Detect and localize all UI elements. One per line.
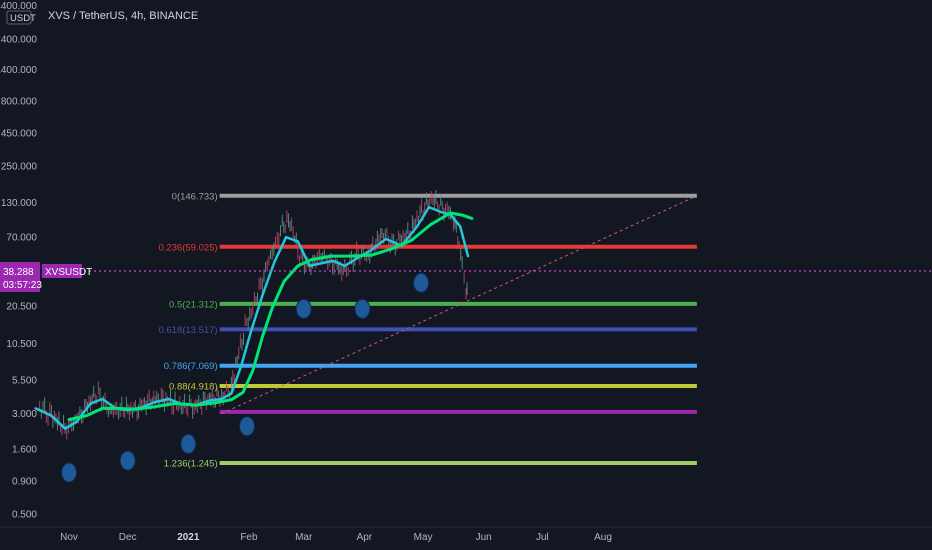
y-tick-label: 5.500 (12, 375, 37, 386)
x-tick-label: Aug (594, 532, 612, 543)
y-tick-label: 0.900 (12, 477, 37, 488)
currency-badge-label: USDT (10, 13, 36, 24)
signal-marker (295, 298, 312, 319)
fib-level-label: 0.786(7.069) (164, 361, 218, 372)
y-tick-label: 3.000 (12, 409, 37, 420)
fib-levels[interactable]: 0(146.733) 0.236(59.025) 0.5(21.312) 0.618(… (158, 191, 697, 469)
price-tag-box (0, 262, 40, 292)
x-tick-label: Jul (536, 532, 549, 543)
y-tick-label: 70.000 (6, 233, 37, 244)
price-tag-price: 38.288 (3, 267, 34, 278)
x-tick-label: Apr (357, 532, 373, 543)
price-tag-countdown: 03:57:23 (3, 280, 42, 291)
y-tick-label: 1400.000 (0, 65, 37, 76)
y-tick-label: 4400.000 (0, 1, 37, 12)
currency-badge[interactable]: USDT (6, 10, 36, 25)
signal-marker (354, 298, 371, 319)
y-tick-label: 250.000 (1, 161, 38, 172)
slow-ma-line (67, 211, 474, 422)
x-tick-label: 2021 (177, 532, 200, 543)
signal-marker (239, 416, 255, 437)
chart-title: XVS / TetherUS, 4h, BINANCE (48, 10, 198, 22)
fib-level-label: 0.618(13.517) (158, 325, 217, 336)
y-tick-label: 800.000 (1, 96, 38, 107)
signal-marker (119, 450, 136, 471)
fib-level-label: 0.236(59.025) (158, 242, 217, 253)
x-tick-label: Feb (240, 532, 258, 543)
y-tick-label: 130.000 (1, 198, 38, 209)
moving-averages (34, 205, 474, 430)
fib-level-label: 0.88(4.918) (169, 382, 218, 393)
y-tick-label: 0.500 (12, 510, 37, 521)
x-tick-label: Mar (295, 532, 313, 543)
fib-level-label: 0(146.733) (172, 191, 218, 202)
fib-level-label: 1.236(1.245) (164, 458, 218, 469)
x-tick-label: Nov (60, 532, 78, 543)
marker-group (61, 272, 430, 483)
x-tick-label: May (414, 532, 433, 543)
time-axis[interactable]: Nov Dec 2021 Feb Mar Apr May Jun Jul Aug (0, 526, 932, 543)
x-tick-label: Jun (476, 532, 492, 543)
y-tick-label: 2400.000 (0, 35, 37, 46)
y-tick-label: 20.500 (6, 302, 37, 313)
price-axis[interactable]: 4400.000 2400.000 1400.000 800.000 450.000 25… (0, 1, 37, 521)
symbol-badge-label: XVSUSDT (45, 267, 92, 278)
x-tick-label: Dec (119, 532, 137, 543)
fib-level-label: 0.5(21.312) (169, 299, 218, 310)
currency-badge-box (6, 10, 32, 25)
signal-marker (61, 462, 77, 483)
signal-marker (413, 272, 430, 293)
y-tick-label: 1.600 (12, 444, 37, 455)
price-tag: 38.288 03:57:23 XVSUSDT (0, 262, 92, 292)
y-tick-label: 450.000 (1, 129, 38, 140)
signal-marker (180, 433, 197, 454)
symbol-badge-box (42, 264, 82, 278)
y-tick-label: 10.500 (6, 339, 37, 350)
